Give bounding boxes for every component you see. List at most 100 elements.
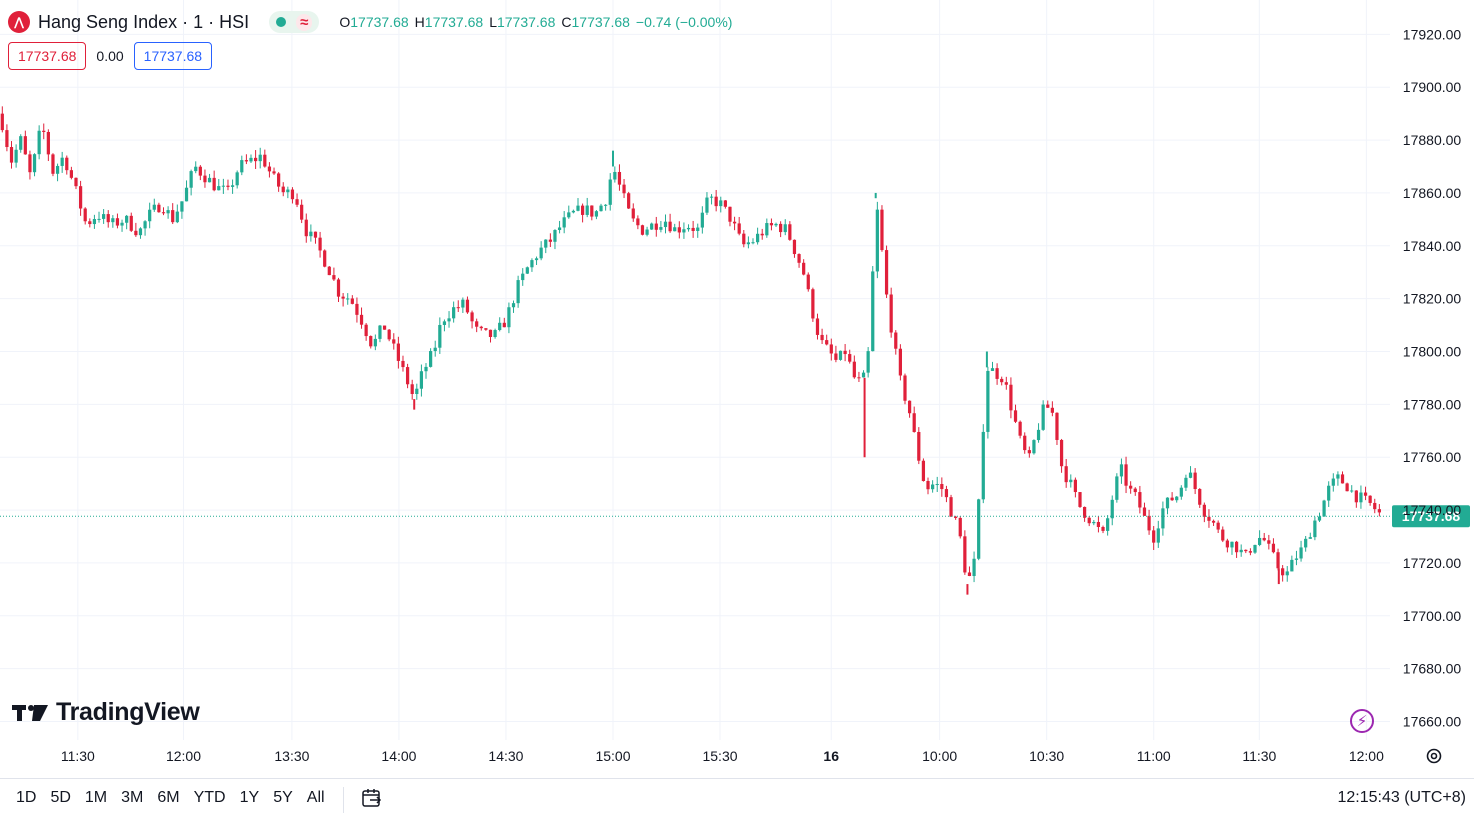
tradingview-mark-icon [12, 704, 48, 721]
price-chart[interactable]: 17737.68 17920.00 17900.00 17880.00 17860.0… [0, 0, 1474, 778]
candle-body [990, 368, 995, 371]
candle-body [1161, 508, 1165, 529]
candle-body [534, 258, 539, 261]
x-tick-label: 15:30 [702, 748, 737, 764]
x-tick-label: 11:30 [61, 748, 95, 764]
range-6m[interactable]: 6M [157, 789, 180, 806]
candle-body [313, 231, 318, 238]
candle-body [820, 334, 824, 341]
candle-body [341, 296, 345, 299]
sell-price-button[interactable]: 17737.68 [8, 42, 87, 70]
candle-body [1359, 492, 1363, 503]
candle-body [244, 160, 249, 162]
candle-body [539, 247, 543, 259]
ohlc-change: −0.74 (−0.00%) [635, 14, 733, 30]
candle-body [1004, 382, 1008, 385]
candle-body [83, 208, 87, 222]
candle-body [719, 200, 723, 207]
candle-body [677, 227, 681, 233]
time-axis[interactable]: 11:30 12:00 13:30 14:00 14:30 15:00 15:30 16 10:… [61, 748, 1384, 764]
candle-body [102, 214, 106, 219]
candle-body [111, 218, 115, 223]
candle-body [1368, 495, 1372, 503]
candle-body [972, 558, 976, 577]
candle-body [1096, 521, 1101, 528]
buy-price-button[interactable]: 17737.68 [133, 42, 213, 70]
y-tick-label: 17900.00 [1403, 79, 1462, 95]
candle-body [829, 344, 833, 354]
timezone-clock[interactable]: 12:15:43 (UTC+8) [1337, 789, 1466, 806]
toolbar-divider [343, 787, 344, 813]
candle-body [848, 354, 852, 362]
candle-body [884, 250, 889, 295]
lightning-icon[interactable]: ⚡ [1350, 709, 1374, 733]
tradingview-logo[interactable]: TradingView [12, 698, 200, 727]
candle-body [640, 225, 645, 235]
y-tick-label: 17780.00 [1403, 396, 1462, 412]
candle-body [1147, 515, 1151, 531]
ohlc-open: O17737.68 [339, 14, 409, 30]
candle-body [1207, 516, 1211, 521]
candle-body [332, 275, 336, 280]
candle-body [1023, 435, 1027, 451]
candle-body [429, 351, 433, 367]
candle-body [779, 223, 783, 233]
y-tick-label: 17880.00 [1403, 132, 1462, 148]
candle-body [792, 239, 797, 255]
candle-body [277, 173, 281, 187]
market-status-pill[interactable]: ≈ [269, 11, 320, 33]
candle-body [521, 273, 525, 281]
candle-body [475, 321, 479, 327]
candle-body [921, 460, 926, 482]
candle-body [686, 227, 691, 230]
gear-icon[interactable] [1424, 746, 1444, 766]
range-1d[interactable]: 1D [16, 789, 37, 806]
candle-body [37, 130, 41, 155]
candle-body [967, 572, 972, 577]
candle-body [9, 147, 14, 163]
range-all[interactable]: All [306, 789, 325, 806]
candle-body [963, 536, 967, 573]
range-1m[interactable]: 1M [84, 789, 108, 806]
candle-body [709, 196, 714, 198]
candle-body [115, 218, 120, 226]
candle-body [1050, 407, 1054, 413]
candle-body [663, 221, 668, 228]
candle-body [907, 400, 912, 414]
range-5y[interactable]: 5Y [273, 789, 293, 806]
price-axis[interactable]: 17920.00 17900.00 17880.00 17860.00 17840.00… [1403, 26, 1462, 729]
candle-body [843, 350, 847, 355]
range-ytd[interactable]: YTD [193, 789, 226, 806]
y-tick-label: 17800.00 [1403, 344, 1462, 360]
range-5d[interactable]: 5D [50, 789, 71, 806]
candle-body [613, 171, 617, 180]
candle-body [525, 267, 529, 274]
range-3m[interactable]: 3M [121, 789, 144, 806]
y-tick-label: 17860.00 [1403, 185, 1462, 201]
calendar-goto-icon[interactable] [360, 786, 384, 810]
market-open-dot-icon [276, 17, 287, 27]
candle-body [912, 413, 916, 432]
candle-body [1184, 477, 1188, 488]
candle-body [1322, 500, 1326, 517]
candle-body [1036, 429, 1041, 441]
y-tick-label: 17920.00 [1403, 26, 1462, 42]
x-tick-label: 11:30 [1242, 748, 1276, 764]
range-1y[interactable]: 1Y [239, 789, 260, 806]
hsi-symbol-icon[interactable]: ⋀ [8, 11, 30, 33]
candle-body [1106, 518, 1110, 531]
candle-body [567, 212, 571, 218]
candle-body [1248, 551, 1253, 553]
candle-body [161, 212, 166, 214]
candle-body [1345, 483, 1349, 492]
candle-body [1059, 439, 1064, 467]
candle-body [410, 384, 414, 395]
candle-body [631, 208, 635, 219]
candle-body [838, 350, 843, 360]
candle-body [645, 229, 649, 235]
candle-body [668, 221, 672, 232]
candle-body [1013, 410, 1018, 422]
symbol-title[interactable]: Hang Seng Index · 1 · HSI [38, 11, 250, 32]
x-tick-label: 16 [823, 748, 839, 764]
candle-body [74, 177, 78, 187]
